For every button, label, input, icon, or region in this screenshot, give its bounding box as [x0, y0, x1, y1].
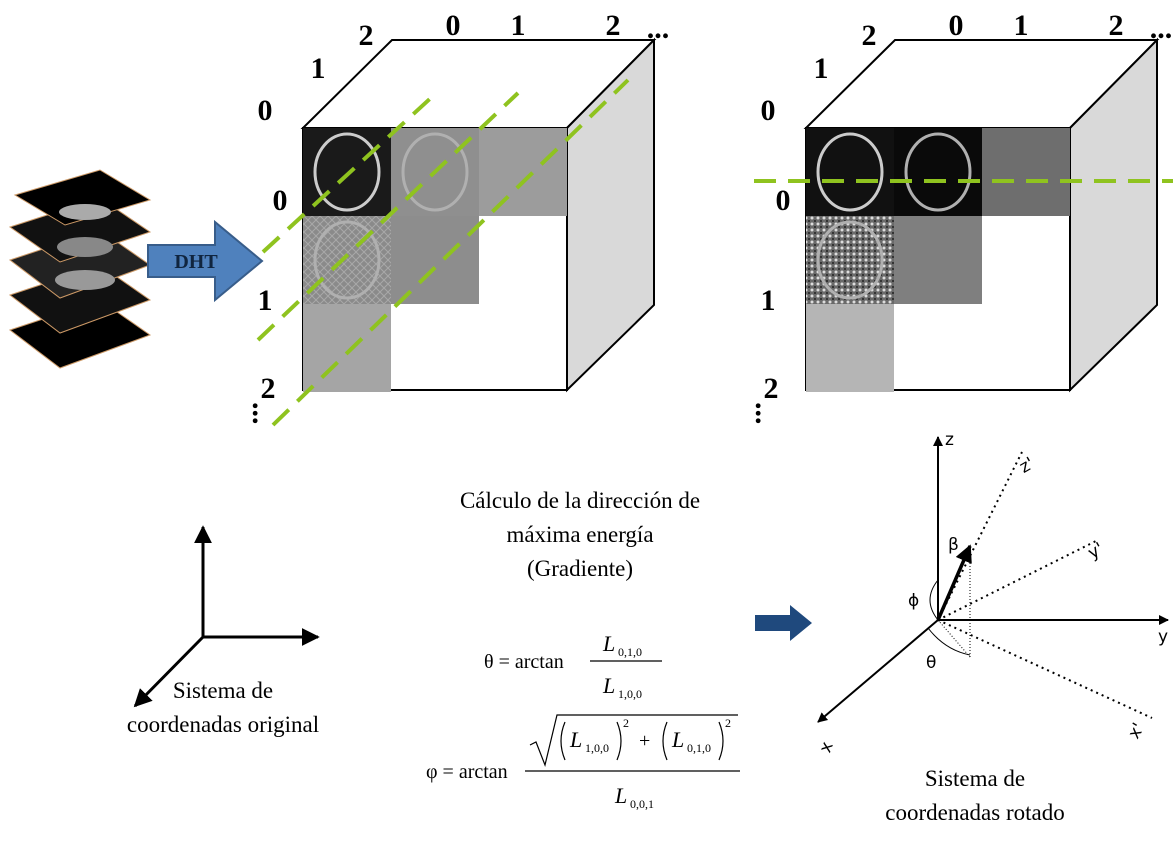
column-label: 0: [446, 9, 461, 42]
axis-label: z': [1016, 454, 1038, 478]
symbol: L: [569, 727, 582, 752]
column-label: 2: [1109, 9, 1124, 42]
caption-line: Sistema de: [173, 678, 273, 703]
subscript: 0,0,1: [630, 797, 654, 811]
axis-label: y: [1158, 627, 1168, 647]
angle-label: ϕ: [908, 591, 919, 611]
depth-label: 2: [359, 19, 374, 52]
symbol: L: [671, 727, 684, 752]
caption-line: coordenadas original: [127, 712, 319, 737]
theta-formula: θ = arctan L 0,1,0 L 1,0,0: [484, 631, 662, 701]
angle-label: β: [948, 535, 959, 555]
caption-line: máxima energía: [506, 522, 653, 547]
shape: [818, 620, 938, 722]
column-label: ...: [1150, 12, 1173, 45]
subscript: 1,0,0: [585, 741, 609, 755]
column-label: 0: [949, 9, 964, 42]
dht-tile: [982, 128, 1070, 216]
column-label: 1: [1014, 9, 1029, 42]
row-label: 1: [761, 284, 776, 317]
subscript: 0,1,0: [618, 645, 642, 659]
dht-tile: [806, 304, 894, 392]
gradient-caption: Cálculo de la dirección de máxima energía…: [460, 488, 700, 581]
column-label: 2: [606, 9, 621, 42]
caption-line: (Gradiente): [527, 556, 633, 581]
shape: [55, 270, 115, 290]
shape: [818, 437, 1168, 722]
shape: [59, 204, 111, 220]
slice-stack: [10, 170, 150, 368]
depth-label: 1: [814, 52, 829, 85]
depth-label: 1: [311, 52, 326, 85]
rotated-axes: z y x z' y' x' β ϕ θ: [815, 430, 1168, 755]
shape: [938, 540, 1098, 620]
dht-tile: [303, 304, 391, 392]
axis-label: z: [945, 430, 954, 450]
formula-lhs: φ = arctan: [426, 761, 508, 783]
symbol: L: [602, 631, 615, 656]
dht-tile: [479, 128, 567, 216]
row-label: 2: [261, 372, 276, 405]
column-label: ...: [647, 12, 670, 45]
symbol: L: [614, 783, 627, 808]
row-ellipsis: ...: [749, 402, 782, 425]
row-ellipsis: ...: [246, 402, 279, 425]
superscript: 2: [623, 716, 629, 730]
operator: +: [639, 730, 650, 752]
axis-label: y': [1085, 539, 1108, 564]
shape: [57, 237, 113, 257]
dht-tile: [894, 216, 982, 304]
dht-tile: [391, 216, 479, 304]
formula-lhs: θ = arctan: [484, 651, 564, 673]
subscript: 1,0,0: [618, 687, 642, 701]
row-label: 0: [273, 184, 288, 217]
subscript: 0,1,0: [687, 741, 711, 755]
row-label: 0: [776, 184, 791, 217]
column-label: 1: [511, 9, 526, 42]
depth-label: 0: [761, 94, 776, 127]
depth-label: 0: [258, 94, 273, 127]
phi-formula: φ = arctan L 1,0,0 2 + L 0,1,0 2 L 0,0,1: [426, 715, 740, 811]
superscript: 2: [725, 716, 731, 730]
caption-line: coordenadas rotado: [885, 800, 1064, 825]
caption-line: Cálculo de la dirección de: [460, 488, 700, 513]
axis-label: x: [815, 739, 837, 755]
diagram: DHT 012012...012... 012012...012... Sist…: [0, 0, 1173, 845]
dht-label: DHT: [174, 251, 218, 273]
shape: [938, 620, 1152, 718]
row-label: 1: [258, 284, 273, 317]
depth-label: 2: [862, 19, 877, 52]
axis-label: x': [1124, 720, 1149, 743]
row-label: 2: [764, 372, 779, 405]
small-arrow: [755, 605, 812, 641]
rotated-caption: Sistema de coordenadas rotado: [885, 766, 1064, 825]
symbol: L: [602, 673, 615, 698]
caption-line: Sistema de: [925, 766, 1025, 791]
angle-label: θ: [926, 653, 936, 673]
shape: [938, 620, 970, 657]
